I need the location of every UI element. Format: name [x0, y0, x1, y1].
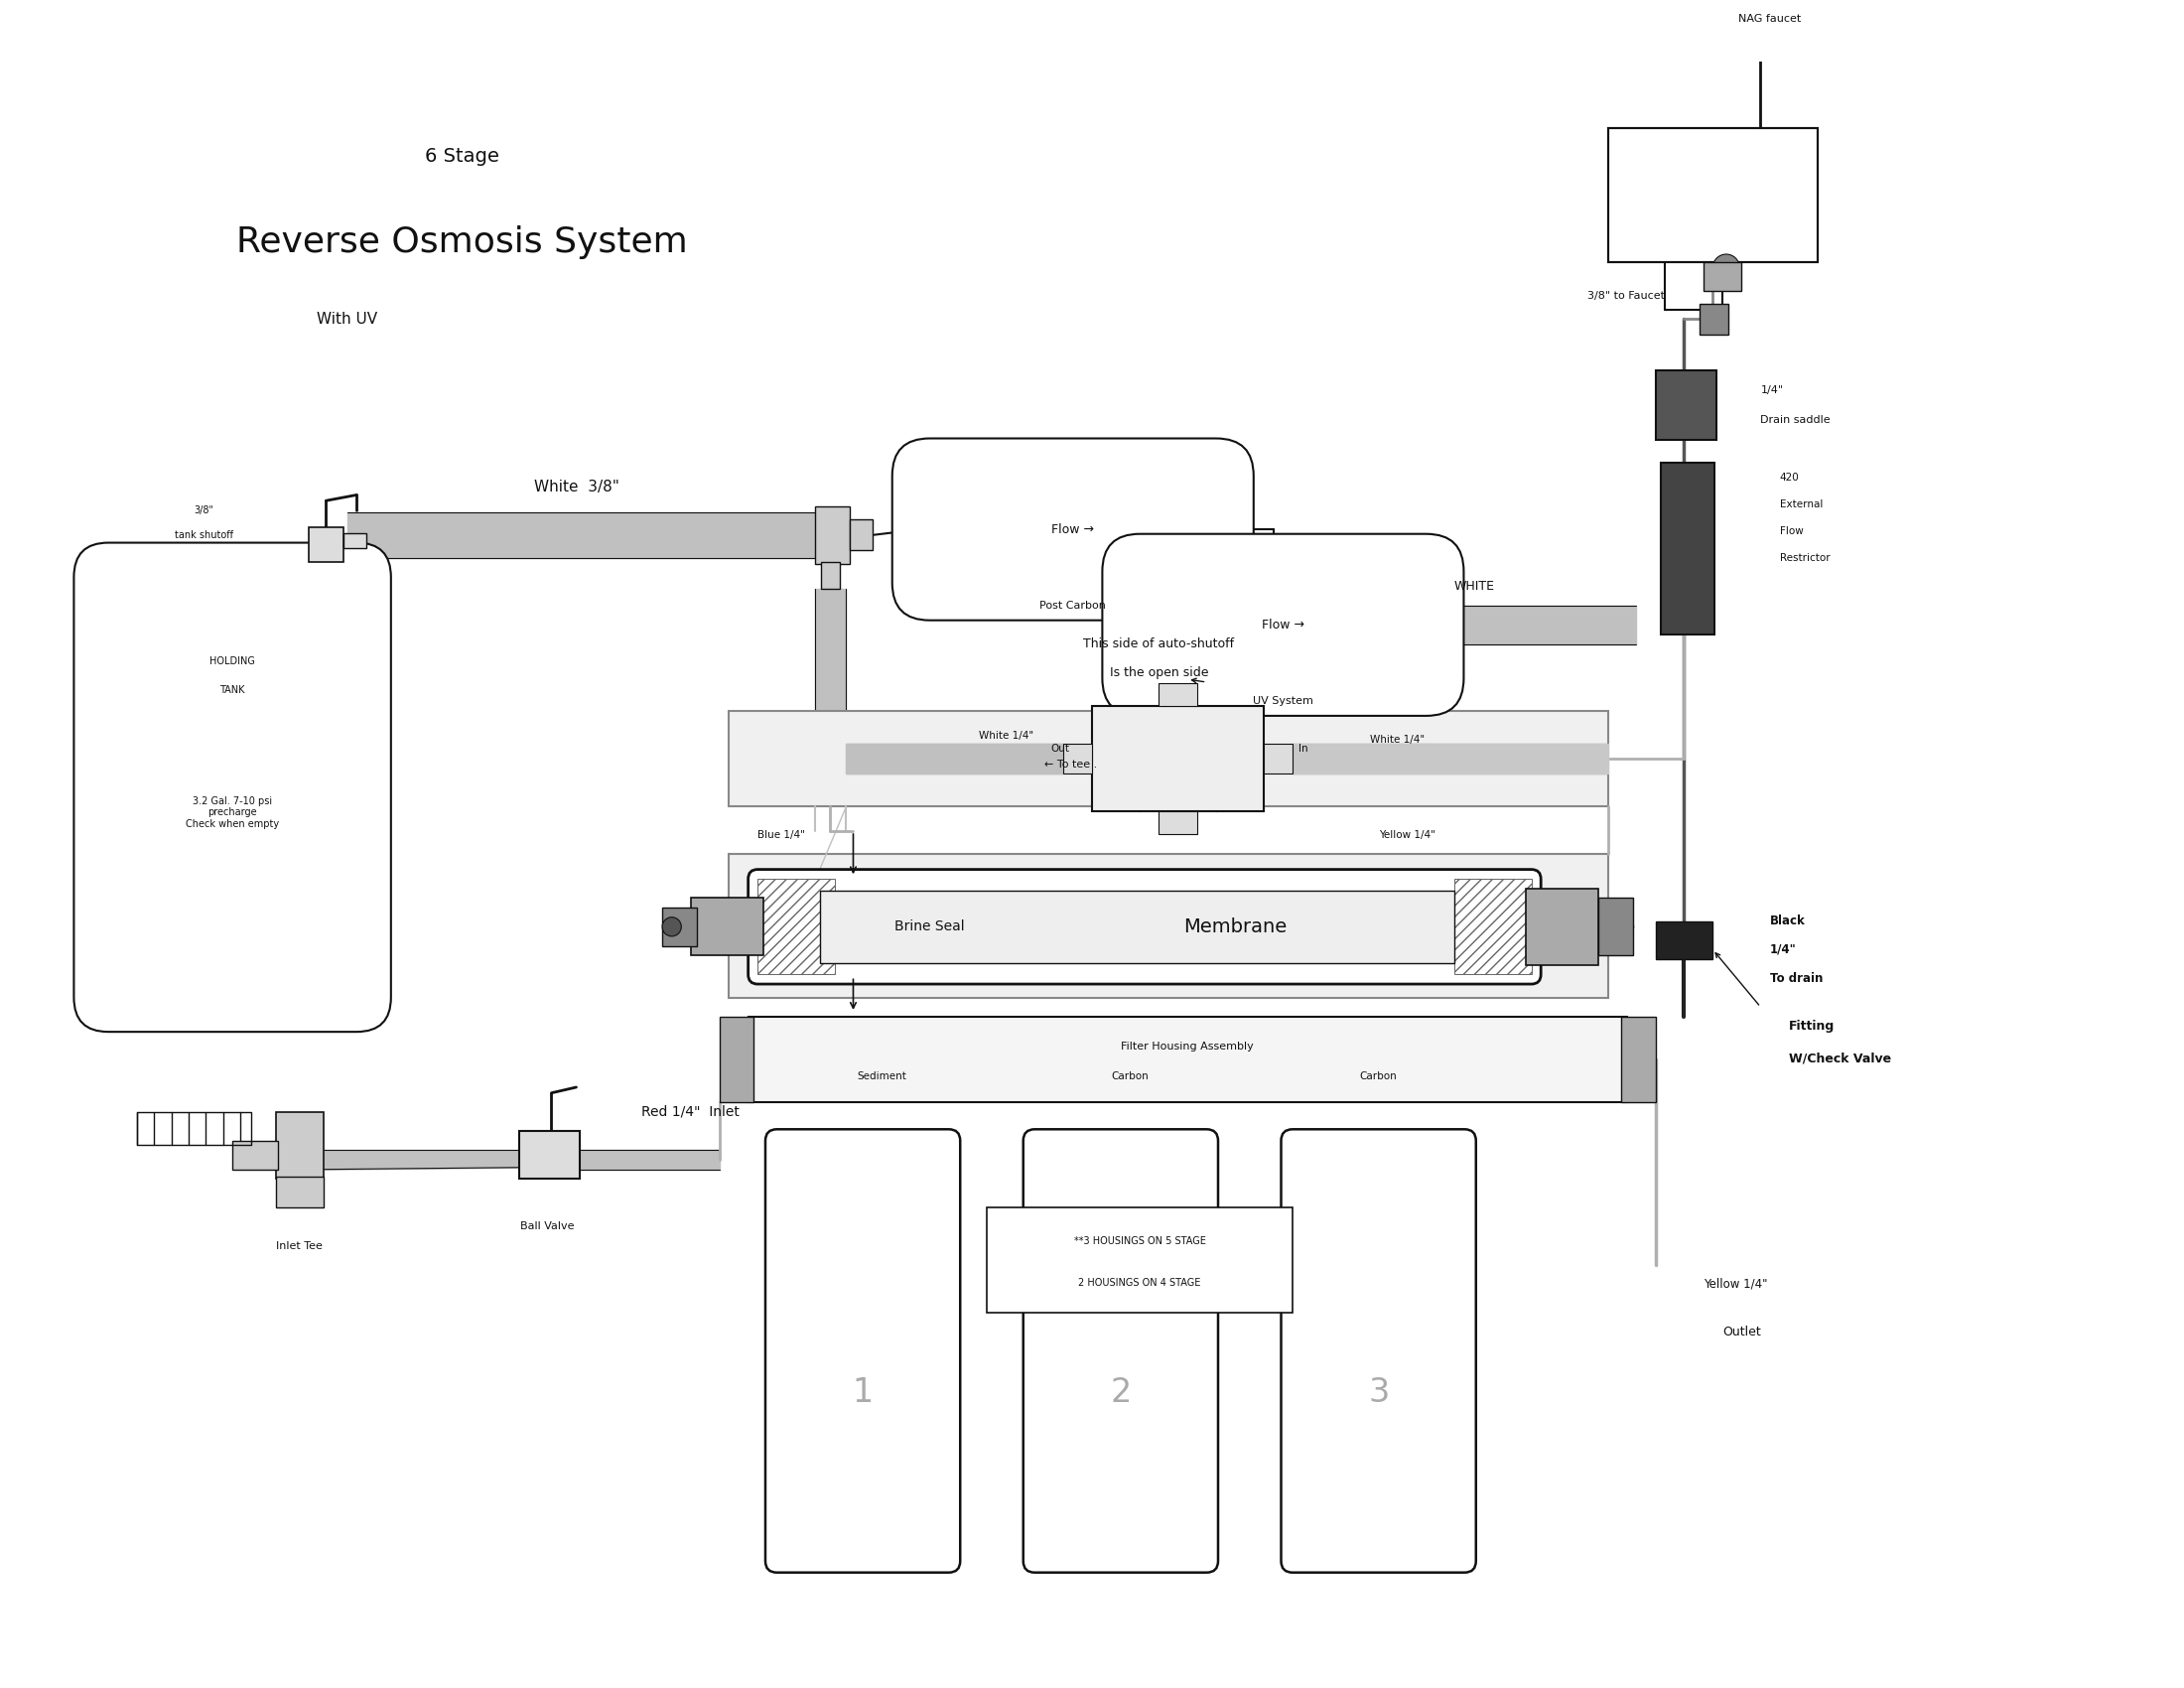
Bar	[815, 506, 850, 564]
Bar	[1455, 879, 1531, 974]
Bar	[1064, 743, 1092, 773]
Text: This side of auto-shutoff: This side of auto-shutoff	[1083, 638, 1234, 650]
Bar	[729, 854, 1607, 998]
Text: With UV: With UV	[317, 312, 378, 326]
FancyBboxPatch shape	[74, 544, 391, 1031]
Bar	[1621, 1016, 1655, 1102]
Bar	[719, 1016, 753, 1102]
Text: Sediment: Sediment	[856, 1072, 906, 1082]
Text: White 1/4": White 1/4"	[978, 731, 1033, 741]
Text: Outlet: Outlet	[1723, 1325, 1760, 1339]
Text: Ball Valve: Ball Valve	[520, 1222, 574, 1232]
Circle shape	[662, 917, 681, 937]
Text: Out: Out	[1051, 744, 1070, 755]
Bar	[1265, 743, 1293, 773]
Text: Brine Seal: Brine Seal	[895, 920, 965, 933]
Bar	[232, 1141, 277, 1170]
Bar	[1607, 128, 1817, 262]
FancyBboxPatch shape	[764, 1129, 961, 1573]
Text: **3 HOUSINGS ON 5 STAGE: **3 HOUSINGS ON 5 STAGE	[1075, 1236, 1206, 1246]
FancyBboxPatch shape	[1024, 1129, 1219, 1573]
Text: 1: 1	[852, 1376, 874, 1409]
Text: 2: 2	[1109, 1376, 1131, 1409]
Text: Fitting: Fitting	[1789, 1020, 1835, 1033]
Bar	[1527, 888, 1599, 966]
Text: Carbon: Carbon	[1112, 1072, 1149, 1082]
Bar	[749, 1016, 1627, 1102]
Bar	[1662, 463, 1714, 635]
Bar	[1160, 684, 1197, 706]
Text: W/Check Valve: W/Check Valve	[1789, 1052, 1891, 1065]
Text: 3/8" to Faucet: 3/8" to Faucet	[1588, 292, 1664, 300]
Text: 3/8": 3/8"	[194, 505, 214, 515]
Bar	[343, 533, 367, 549]
Text: Restrictor: Restrictor	[1780, 554, 1830, 564]
Text: White  3/8": White 3/8"	[533, 479, 618, 495]
Text: 1/4": 1/4"	[1760, 385, 1784, 395]
Text: 2 HOUSINGS ON 4 STAGE: 2 HOUSINGS ON 4 STAGE	[1079, 1278, 1201, 1288]
Bar	[1655, 922, 1712, 959]
Bar	[1704, 262, 1741, 290]
Text: Carbon: Carbon	[1361, 1072, 1398, 1082]
Text: NAG faucet: NAG faucet	[1738, 14, 1802, 24]
Text: 1/4": 1/4"	[1769, 944, 1797, 955]
Text: White 1/4": White 1/4"	[1369, 734, 1424, 744]
Bar	[520, 1131, 581, 1178]
Bar	[277, 1112, 323, 1178]
Bar	[758, 879, 834, 974]
Bar	[308, 527, 343, 562]
Text: Drain saddle: Drain saddle	[1760, 415, 1830, 425]
Bar	[690, 898, 764, 955]
Text: Reverse Osmosis System: Reverse Osmosis System	[236, 226, 688, 260]
Bar	[821, 562, 841, 589]
Text: Post Carbon: Post Carbon	[1040, 601, 1105, 611]
Text: 6 Stage: 6 Stage	[424, 147, 498, 165]
Text: 420: 420	[1780, 473, 1800, 483]
Text: To drain: To drain	[1769, 972, 1824, 984]
Bar	[277, 1177, 323, 1207]
Text: Flow: Flow	[1780, 527, 1804, 537]
Bar	[1699, 304, 1728, 334]
FancyBboxPatch shape	[893, 439, 1254, 619]
Text: In: In	[1297, 744, 1308, 755]
Bar	[1655, 371, 1717, 439]
Bar	[1607, 128, 1817, 262]
Text: Yellow 1/4": Yellow 1/4"	[1378, 830, 1435, 841]
Text: Red 1/4"  Inlet: Red 1/4" Inlet	[642, 1106, 740, 1119]
Text: Yellow 1/4": Yellow 1/4"	[1704, 1278, 1767, 1290]
FancyBboxPatch shape	[749, 869, 1542, 984]
Bar	[819, 891, 1455, 964]
Text: 3.2 Gal. 7-10 psi
precharge
Check when empty: 3.2 Gal. 7-10 psi precharge Check when e…	[186, 797, 280, 829]
Bar	[1160, 812, 1197, 834]
Text: External: External	[1780, 500, 1824, 510]
Bar	[138, 1112, 251, 1144]
Text: ← To tee .: ← To tee .	[1044, 760, 1096, 770]
Text: Flow →: Flow →	[1051, 523, 1094, 535]
Text: Blue 1/4": Blue 1/4"	[758, 830, 806, 841]
Text: Inlet Tee: Inlet Tee	[275, 1241, 323, 1251]
Text: 3: 3	[1367, 1376, 1389, 1409]
Bar	[662, 908, 697, 945]
Text: TANK: TANK	[221, 685, 245, 695]
Text: Black: Black	[1769, 915, 1806, 927]
Bar	[1092, 706, 1265, 812]
Text: tank shutoff: tank shutoff	[175, 530, 234, 540]
Text: Is the open side: Is the open side	[1109, 667, 1208, 679]
Text: UV System: UV System	[1254, 697, 1313, 706]
FancyBboxPatch shape	[1282, 1129, 1476, 1573]
Text: WHITE: WHITE	[1455, 581, 1494, 592]
Bar	[850, 520, 871, 550]
Circle shape	[1712, 255, 1738, 280]
Text: Membrane: Membrane	[1184, 917, 1286, 937]
Bar	[1599, 898, 1634, 955]
Bar	[729, 711, 1607, 807]
FancyBboxPatch shape	[1103, 533, 1463, 716]
Text: Flow →: Flow →	[1262, 618, 1304, 631]
Text: Filter Housing Assembly: Filter Housing Assembly	[1120, 1041, 1254, 1052]
Text: HOLDING: HOLDING	[210, 657, 256, 667]
Bar	[987, 1207, 1293, 1313]
